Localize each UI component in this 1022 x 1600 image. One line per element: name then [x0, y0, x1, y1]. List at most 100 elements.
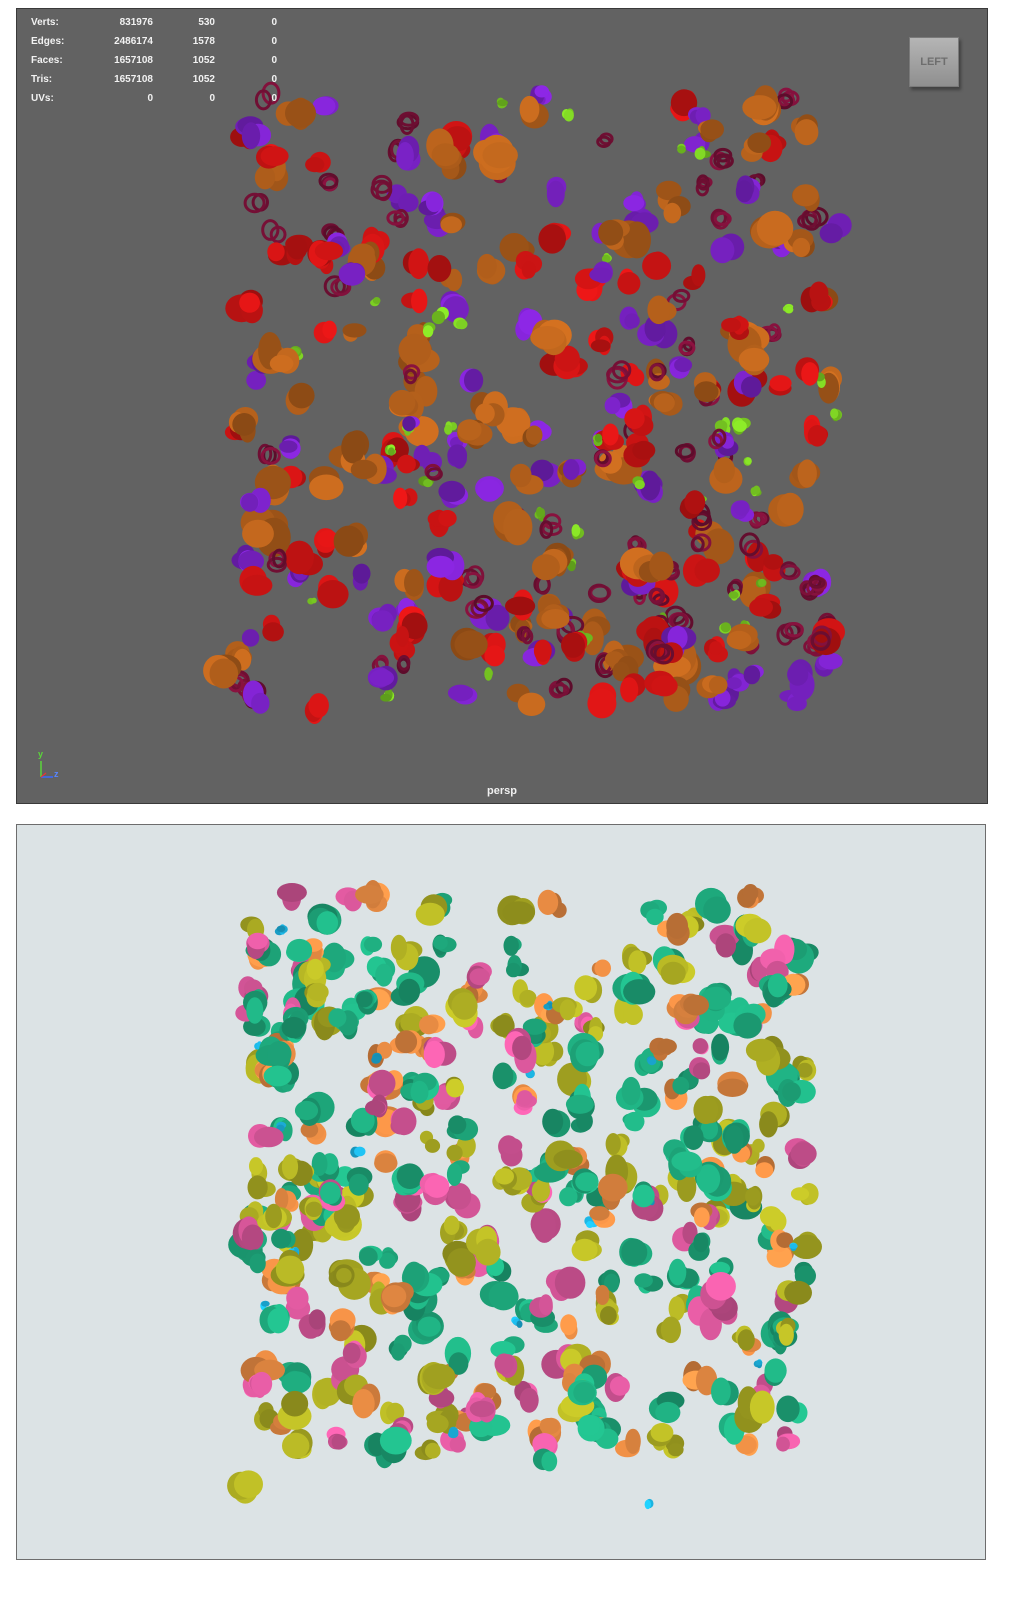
teal-protein: [255, 1036, 292, 1071]
cyan-protein: [543, 1000, 555, 1011]
pink-protein: [494, 1353, 518, 1378]
orange-molecule: [493, 501, 533, 546]
teal-protein: [668, 1147, 703, 1181]
teal-protein: [320, 1181, 342, 1206]
teal-protein: [360, 936, 383, 956]
olive-protein: [328, 1264, 355, 1288]
teal-protein: [776, 1395, 808, 1424]
pink-protein: [466, 962, 492, 989]
red-molecule: [749, 593, 782, 619]
pink-protein: [776, 1426, 801, 1452]
teal-protein: [612, 971, 656, 1005]
green-molecule: [755, 578, 767, 588]
orange-protein: [737, 884, 764, 909]
pink-protein: [709, 924, 741, 958]
pink-protein: [393, 1186, 423, 1222]
orange-molecule: [709, 457, 743, 494]
olive-protein: [776, 1317, 796, 1346]
orange-molecule: [789, 459, 821, 489]
teal-protein: [565, 1083, 595, 1120]
hud-value: 0: [271, 74, 277, 85]
orange-protein: [673, 993, 709, 1025]
green-molecule: [496, 97, 508, 109]
maroon-molecule: [254, 81, 281, 111]
purple-molecule: [352, 563, 371, 591]
cyan-protein: [448, 1426, 459, 1439]
pink-protein: [692, 1038, 709, 1055]
maroon-molecule: [776, 622, 804, 646]
orange-protein: [274, 1188, 299, 1212]
maroon-molecule: [516, 626, 534, 645]
orange-protein: [355, 880, 390, 912]
orange-molecule: [519, 95, 549, 129]
purple-molecule: [241, 629, 260, 647]
olive-protein: [656, 1316, 682, 1344]
olive-protein: [734, 1386, 775, 1433]
teal-protein: [281, 1006, 309, 1043]
maroon-molecule: [593, 449, 612, 468]
orange-molecule: [470, 391, 508, 427]
olive-protein: [270, 1249, 305, 1287]
viewcube-left[interactable]: LEFT: [909, 37, 959, 87]
red-molecule: [313, 320, 337, 344]
teal-protein: [379, 1426, 412, 1464]
teal-protein: [334, 1166, 373, 1196]
green-molecule: [561, 108, 574, 122]
olive-protein: [492, 1166, 517, 1190]
cyan-protein: [789, 1242, 798, 1252]
cyan-protein: [646, 1056, 657, 1066]
purple-molecule: [312, 96, 339, 116]
teal-protein: [733, 1003, 766, 1039]
maya-viewport[interactable]: Verts: 831976 530 0 Edges: 2486174 1578 …: [16, 8, 988, 804]
orange-molecule: [285, 382, 315, 415]
purple-molecule: [240, 487, 271, 513]
olive-protein: [605, 1133, 630, 1158]
orange-molecule: [510, 463, 544, 495]
orange-protein: [419, 1014, 446, 1035]
maroon-molecule: [797, 206, 829, 231]
maroon-molecule: [775, 87, 800, 110]
red-molecule: [624, 404, 654, 436]
teal-protein: [666, 1258, 700, 1290]
olive-protein: [776, 1280, 812, 1305]
hud-label: Faces:: [31, 55, 63, 66]
red-molecule: [427, 255, 452, 282]
orange-molecule: [457, 419, 493, 449]
teal-protein: [490, 1336, 525, 1358]
teal-protein: [408, 1311, 444, 1345]
cyan-protein: [644, 1498, 654, 1510]
orange-molecule: [350, 453, 387, 485]
red-molecule: [401, 288, 428, 314]
hud-label: Tris:: [31, 74, 53, 85]
teal-protein: [695, 887, 731, 924]
teal-protein: [777, 1079, 816, 1107]
hud-value: 1657108: [114, 74, 153, 85]
olive-protein: [544, 1140, 583, 1172]
pink-protein: [498, 1135, 523, 1167]
hud-row-edges: Edges: 2486174 1578 0: [31, 32, 277, 51]
cyan-protein: [260, 1300, 270, 1311]
orange-molecule: [240, 506, 291, 558]
teal-protein: [358, 1245, 383, 1266]
red-molecule: [588, 327, 614, 356]
hud-value: 1052: [192, 74, 215, 85]
viewport-scene[interactable]: [17, 9, 988, 804]
teal-protein: [688, 1232, 711, 1261]
teal-protein: [571, 1168, 599, 1194]
orange-protein: [589, 1206, 616, 1228]
olive-protein: [445, 1076, 464, 1098]
green-molecule: [384, 444, 397, 456]
teal-protein: [391, 1163, 425, 1196]
red-molecule: [623, 432, 656, 468]
olive-protein: [446, 1134, 476, 1161]
maroon-molecule: [648, 362, 667, 382]
pink-protein: [232, 1216, 264, 1251]
teal-protein: [506, 955, 529, 978]
teal-protein: [286, 938, 313, 962]
pink-protein: [431, 1082, 461, 1110]
maroon-molecule: [424, 463, 443, 481]
teal-protein: [721, 1119, 750, 1154]
teal-protein: [243, 989, 268, 1024]
teal-protein: [680, 1125, 704, 1150]
orange-molecule: [638, 551, 674, 583]
